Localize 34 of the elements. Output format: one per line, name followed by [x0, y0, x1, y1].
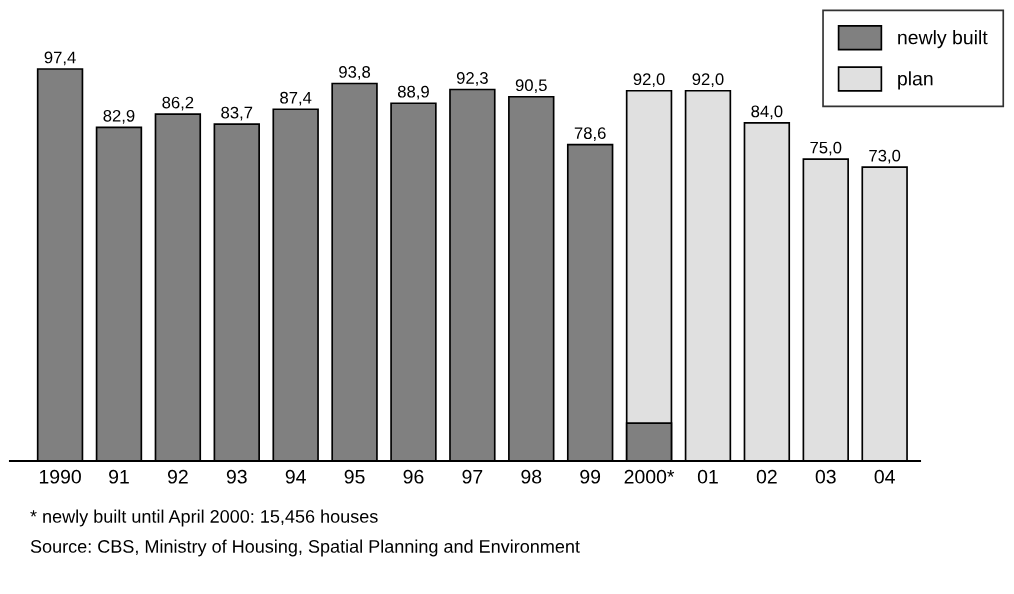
data-label: 97,4 — [44, 51, 76, 66]
source-note: Source: CBS, Ministry of Housing, Spatial Planning and Environment — [30, 539, 580, 557]
data-label: 92,3 — [456, 72, 488, 86]
x-tick-label: 94 — [285, 469, 306, 484]
data-label: 87,4 — [280, 91, 312, 106]
text: * newly built until April 2000: 15,456 houses — [30, 509, 378, 527]
x-tick-label: 92 — [167, 469, 188, 484]
x-tick-label: 2000* — [624, 469, 675, 484]
x-tick-label: 93 — [226, 469, 247, 484]
data-label: 86,2 — [162, 96, 194, 111]
x-tick-label: 95 — [344, 469, 365, 484]
data-label: 92,0 — [633, 73, 665, 88]
x-tick-label: 91 — [109, 469, 129, 484]
x-tick-label: 1990 — [39, 469, 81, 484]
data-label: 90,5 — [515, 79, 547, 94]
data-label: 83,7 — [221, 106, 253, 121]
x-tick-label: 99 — [580, 469, 601, 484]
data-label: 84,0 — [751, 105, 783, 120]
data-label: 88,9 — [397, 85, 429, 100]
data-label: 75,0 — [810, 141, 842, 156]
x-tick-label: 02 — [756, 469, 777, 484]
x-tick-label: 03 — [815, 469, 836, 484]
legend-label: plan — [898, 71, 933, 90]
data-label: 78,6 — [574, 127, 606, 141]
data-label: 73,0 — [869, 149, 901, 164]
legend-label: newly built — [898, 30, 988, 49]
x-tick-label: 97 — [462, 469, 483, 484]
x-tick-label: 96 — [403, 469, 424, 484]
data-label: 82,9 — [103, 109, 135, 124]
x-tick-label: 04 — [874, 469, 895, 484]
x-tick-label: 01 — [697, 469, 718, 484]
data-label: 92,0 — [692, 73, 724, 88]
data-label: 93,8 — [339, 66, 371, 80]
x-tick-label: 98 — [521, 469, 542, 484]
